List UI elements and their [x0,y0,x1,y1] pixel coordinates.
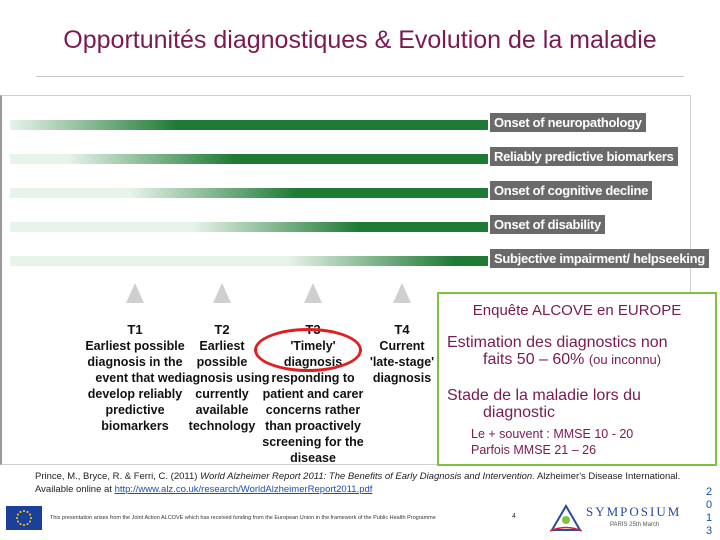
stage-line1: Stade de la maladie lors du [447,387,641,404]
survey-title: Enquête ALCOVE en EUROPE [472,302,682,319]
progression-bar-label: Subjective impairment/ helpseeking [490,249,709,268]
timepoint-description-line: than proactively [265,419,361,433]
progression-bar-label: Onset of disability [490,215,605,234]
timepoint-description-line: diagnosis [372,371,432,385]
year-digit: 2 [705,486,713,498]
year-digit: 1 [705,512,713,524]
citation-authors: Prince, M., Bryce, R. & Ferri, C. (2011) [35,471,201,482]
estimation-value: faits 50 – 60% [483,351,589,368]
progression-bar-label: Onset of cognitive decline [490,181,653,200]
timely-diagnosis-highlight [254,328,362,372]
timepoint-description-line: concerns rather [265,403,361,417]
alcove-survey-box: Enquête ALCOVE en EUROPE Estimation des … [437,292,717,466]
timepoint-description-line: predictive [105,403,165,417]
citation-title: World Alzheimer Report 2011: The Benefit… [200,471,535,482]
year-digit: 3 [705,525,713,537]
timepoint-description-line: 'late-stage' [369,355,435,369]
mmse-usual: Le + souvent : MMSE 10 - 20 [471,427,634,441]
reference-citation: Prince, M., Bryce, R. & Ferri, C. (2011)… [35,470,695,496]
timepoint-arrow-icon [213,283,231,303]
citation-publisher: Alzheimer's Disease International. Avail… [35,471,681,495]
year-digit: 0 [705,499,713,511]
timepoint-description-line: diagnosis using [174,371,270,385]
year-vertical: 2 0 1 3 [703,486,715,538]
timepoint-description-line: Earliest possible [85,339,185,353]
funding-note: This presentation arises from the Joint … [50,515,436,521]
disease-progression-figure: Onset of neuropathology Reliably predicti… [0,95,709,465]
timepoint-label: T1 [127,322,143,337]
timepoint-description-line: disease [290,451,336,465]
timepoint-label: T4 [394,322,410,337]
progression-bar [10,188,488,198]
page-number: 4 [512,513,516,520]
progression-bar [10,256,488,266]
timepoint-arrow-icon [393,283,411,303]
citation-link[interactable]: http://www.alz.co.uk/research/WorldAlzhe… [114,484,373,495]
mmse-sometimes: Parfois MMSE 21 – 26 [471,443,597,457]
timepoint-description-line: responding to [271,371,355,385]
estimation-line1: Estimation des diagnostics non [447,334,668,351]
timepoint-t4: T4 Current 'late-stage' diagnosis [350,322,454,386]
timepoint-description-line: event that we [95,371,175,385]
timepoint-t2: T2 Earliest possible diagnosis using current… [170,322,274,434]
timepoint-description-line: diagnosis in the [87,355,183,369]
progression-bar-label: Onset of neuropathology [490,113,646,132]
timepoint-description-line: Current [379,339,425,353]
timepoint-t1: T1 Earliest possible diagnosis in the event… [83,322,187,434]
timepoint-label: T2 [214,322,230,337]
timepoint-arrow-icon [126,283,144,303]
timepoint-description-line: technology [188,419,256,433]
progression-bar-label: Reliably predictive biomarkers [490,147,678,166]
timepoint-description-line: develop reliably [87,387,183,401]
timepoint-description-line: screening for the [262,435,364,449]
eu-flag-icon [6,506,42,530]
alcove-logo-icon [549,504,583,532]
timepoint-arrow-icon [304,283,322,303]
timepoint-description-line: patient and carer [262,387,364,401]
progression-bar [10,154,488,164]
estimation-line2: faits 50 – 60% (ou inconnu) [483,351,661,368]
title-divider [36,76,684,77]
symposium-text: SYMPOSIUM [586,504,682,519]
progression-bar [10,222,488,232]
timepoint-description-line: possible [196,355,248,369]
timepoint-description-line: biomarkers [101,419,169,433]
timepoint-description-line: Earliest [199,339,245,353]
slide-title: Opportunités diagnostiques & Evolution d… [63,26,657,54]
timepoint-description-line: available [195,403,249,417]
stage-line2: diagnostic [483,404,556,421]
timepoint-description-line: currently [195,387,249,401]
symposium-logo: SYMPOSIUM PARIS 25th March [548,500,698,536]
estimation-note: (ou inconnu) [588,352,662,367]
progression-bar [10,120,488,130]
symposium-subtitle: PARIS 25th March [610,522,660,528]
